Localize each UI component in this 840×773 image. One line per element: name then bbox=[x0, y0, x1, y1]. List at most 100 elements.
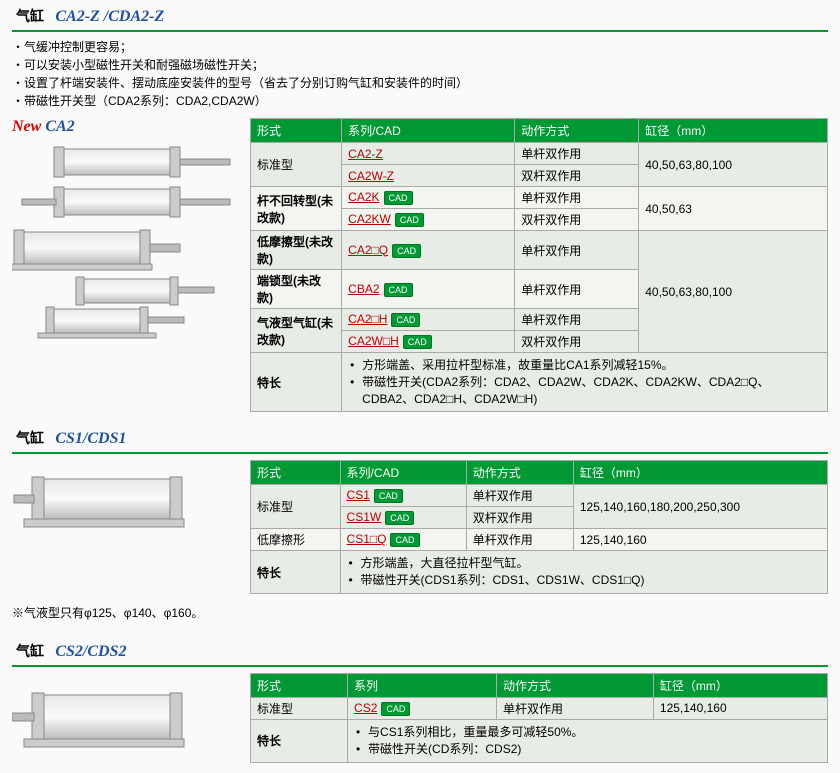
features-cell: 与CS1系列相比，重量最多可减轻50%。 带磁性开关(CD系列：CDS2) bbox=[348, 719, 828, 762]
cad-badge: CAD bbox=[374, 489, 403, 503]
cell-bore: 40,50,63,80,100 bbox=[639, 143, 828, 187]
col-action: 动作方式 bbox=[466, 461, 573, 485]
product-image-area-cs1 bbox=[12, 460, 242, 594]
cell-series: CA2□H CAD bbox=[342, 309, 515, 331]
series-link[interactable]: CA2KW bbox=[348, 212, 391, 226]
feature-item: 带磁性开关(CDA2系列：CDA2、CDA2W、CDA2K、CDA2KW、CDA… bbox=[362, 374, 821, 408]
cell-type: 端锁型(未改款) bbox=[251, 270, 342, 309]
cell-action: 双杆双作用 bbox=[515, 331, 639, 353]
cell-series: CA2W-Z bbox=[342, 165, 515, 187]
features-cell: 方形端盖，大直径拉杆型气缸。 带磁性开关(CDS1系列：CDS1、CDS1W、C… bbox=[340, 551, 827, 594]
cell-type: 杆不回转型(未改款) bbox=[251, 187, 342, 231]
cell-series: CS2 CAD bbox=[348, 697, 497, 719]
category-label: 气缸 bbox=[16, 643, 44, 659]
cell-action: 单杆双作用 bbox=[466, 529, 573, 551]
model-label: CS2/CDS2 bbox=[55, 643, 126, 660]
cell-series: CA2□Q CAD bbox=[342, 231, 515, 270]
new-model: CA2 bbox=[45, 118, 74, 135]
cell-bore: 125,140,160 bbox=[653, 697, 827, 719]
feature-item: 方形端盖、采用拉杆型标准，故重量比CA1系列减轻15%。 bbox=[362, 357, 821, 374]
cell-bore: 125,140,160,180,200,250,300 bbox=[573, 485, 827, 529]
cell-series: CA2-Z bbox=[342, 143, 515, 165]
col-series: 系列/CAD bbox=[342, 119, 515, 143]
bullets-ca2: 气缓冲控制更容易； 可以安装小型磁性开关和耐强磁场磁性开关； 设置了杆端安装件、… bbox=[12, 38, 828, 110]
cell-type: 低摩擦形 bbox=[251, 529, 341, 551]
cell-series: CA2KCAD bbox=[342, 187, 515, 209]
cell-bore: 40,50,63,80,100 bbox=[639, 231, 828, 353]
col-series: 系列 bbox=[348, 673, 497, 697]
features-label: 特长 bbox=[251, 551, 341, 594]
features-label: 特长 bbox=[251, 353, 342, 412]
cell-series: CS1□QCAD bbox=[340, 529, 466, 551]
cell-action: 单杆双作用 bbox=[497, 697, 654, 719]
series-link[interactable]: CS1 bbox=[347, 488, 370, 502]
feature-item: 带磁性开关(CD系列：CDS2) bbox=[368, 741, 821, 758]
cell-action: 单杆双作用 bbox=[466, 485, 573, 507]
product-image-area-cs2 bbox=[12, 673, 242, 763]
feature-item: 带磁性开关(CDS1系列：CDS1、CDS1W、CDS1□Q) bbox=[361, 572, 821, 589]
cell-type: 气液型气缸(未改款) bbox=[251, 309, 342, 353]
col-bore: 缸径（mm） bbox=[573, 461, 827, 485]
spec-table-ca2: 形式 系列/CAD 动作方式 缸径（mm） 标准型 CA2-Z 单杆双作用 40… bbox=[250, 118, 828, 412]
cell-bore: 125,140,160 bbox=[573, 529, 827, 551]
cylinder-icon bbox=[12, 140, 232, 340]
product-image-area-ca2: New CA2 bbox=[12, 118, 242, 412]
col-action: 动作方式 bbox=[497, 673, 654, 697]
cell-series: CA2KWCAD bbox=[342, 209, 515, 231]
new-text: New bbox=[12, 118, 41, 135]
section-title-ca2: 气缸 CA2-Z /CDA2-Z bbox=[12, 0, 828, 32]
cell-action: 双杆双作用 bbox=[466, 507, 573, 529]
cell-series: CBA2 CAD bbox=[342, 270, 515, 309]
bullet-item: 带磁性开关型（CDA2系列：CDA2,CDA2W） bbox=[12, 92, 828, 110]
col-bore: 缸径（mm） bbox=[653, 673, 827, 697]
cell-action: 双杆双作用 bbox=[515, 165, 639, 187]
cad-badge: CAD bbox=[384, 283, 413, 297]
cell-series: CS1WCAD bbox=[340, 507, 466, 529]
cell-type: 标准型 bbox=[251, 697, 348, 719]
cell-type: 低摩擦型(未改款) bbox=[251, 231, 342, 270]
features-label: 特长 bbox=[251, 719, 348, 762]
cad-badge: CAD bbox=[381, 702, 410, 716]
feature-item: 方形端盖，大直径拉杆型气缸。 bbox=[361, 555, 821, 572]
bullet-item: 气缓冲控制更容易； bbox=[12, 38, 828, 56]
col-type: 形式 bbox=[251, 461, 341, 485]
spec-table-cs1: 形式 系列/CAD 动作方式 缸径（mm） 标准型 CS1 CAD 单杆双作用 1… bbox=[250, 460, 828, 594]
cylinder-stack bbox=[12, 140, 242, 340]
cad-badge: CAD bbox=[391, 313, 420, 327]
new-label: New CA2 bbox=[12, 118, 242, 136]
cell-action: 单杆双作用 bbox=[515, 270, 639, 309]
cad-badge: CAD bbox=[392, 244, 421, 258]
cell-type: 标准型 bbox=[251, 143, 342, 187]
col-action: 动作方式 bbox=[515, 119, 639, 143]
series-link[interactable]: CA2□Q bbox=[348, 243, 388, 257]
cylinder-icon bbox=[12, 673, 232, 763]
category-label: 气缸 bbox=[16, 8, 44, 24]
series-link[interactable]: CS2 bbox=[354, 701, 377, 715]
series-link[interactable]: CS1W bbox=[347, 510, 382, 524]
note-cs1: ※气液型只有φ125、φ140、φ160。 bbox=[12, 604, 828, 621]
cad-badge: CAD bbox=[385, 511, 414, 525]
series-link[interactable]: CA2-Z bbox=[348, 147, 383, 161]
series-link[interactable]: CBA2 bbox=[348, 282, 379, 296]
col-bore: 缸径（mm） bbox=[639, 119, 828, 143]
section-title-cs1: 气缸 CS1/CDS1 bbox=[12, 422, 828, 454]
cell-series: CA2W□H CAD bbox=[342, 331, 515, 353]
cell-action: 单杆双作用 bbox=[515, 309, 639, 331]
col-type: 形式 bbox=[251, 119, 342, 143]
col-series: 系列/CAD bbox=[340, 461, 466, 485]
cad-badge: CAD bbox=[403, 335, 432, 349]
series-link[interactable]: CA2□H bbox=[348, 312, 387, 326]
cad-badge: CAD bbox=[390, 533, 419, 547]
section-title-cs2: 气缸 CS2/CDS2 bbox=[12, 635, 828, 667]
cell-action: 单杆双作用 bbox=[515, 187, 639, 209]
cell-type: 标准型 bbox=[251, 485, 341, 529]
model-label: CS1/CDS1 bbox=[55, 430, 126, 447]
series-link[interactable]: CA2W□H bbox=[348, 334, 399, 348]
cell-action: 单杆双作用 bbox=[515, 143, 639, 165]
series-link[interactable]: CS1□Q bbox=[347, 532, 387, 546]
series-link[interactable]: CA2W-Z bbox=[348, 169, 394, 183]
series-link[interactable]: CA2K bbox=[348, 190, 379, 204]
features-cell: 方形端盖、采用拉杆型标准，故重量比CA1系列减轻15%。 带磁性开关(CDA2系… bbox=[342, 353, 828, 412]
bullet-item: 设置了杆端安装件、摆动底座安装件的型号（省去了分别订购气缸和安装件的时间） bbox=[12, 74, 828, 92]
bullet-item: 可以安装小型磁性开关和耐强磁场磁性开关； bbox=[12, 56, 828, 74]
